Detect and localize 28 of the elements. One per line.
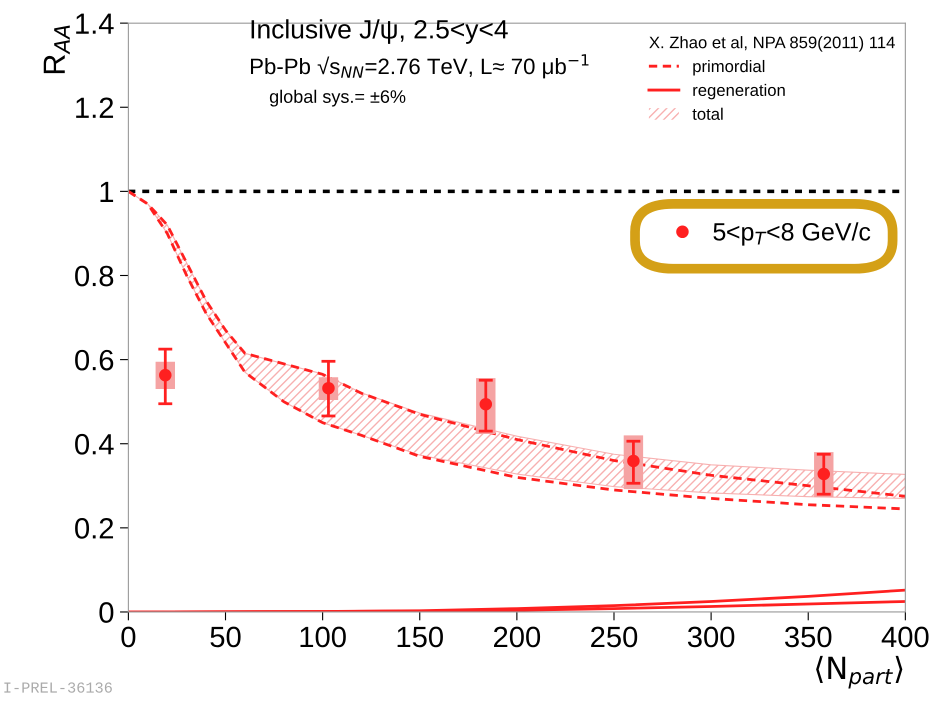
y-tick-label: 0.4 [75, 434, 114, 455]
legend-title: X. Zhao et al, NPA 859(2011) 114 [649, 36, 895, 52]
x-tick-label: 400 [882, 626, 929, 648]
y-tick-label: 0 [99, 602, 114, 623]
y-tick-label: 0.2 [75, 518, 114, 539]
y-tick-label: 0.8 [75, 266, 114, 286]
x-tick-label: 300 [688, 626, 734, 648]
x-tick-label: 0 [121, 626, 136, 648]
x-tick-label: 150 [398, 626, 443, 648]
y-tick-label: 1 [100, 182, 114, 202]
x-tick-label: 200 [494, 626, 540, 648]
annotation: Inclusive J/ψ, 2.5<y<4 [252, 19, 508, 44]
legend-label: primordial [693, 60, 764, 76]
legend-label: total [692, 108, 723, 120]
y-axis-title: R$_{AA}$ [44, 26, 70, 74]
legend-label: 5<p$_{T}$<8 GeV/c [713, 222, 870, 246]
x-tick-label: 100 [300, 626, 346, 648]
x-tick-label: 350 [785, 626, 832, 648]
y-tick-label: 1.4 [76, 14, 114, 34]
annotation: global sys.= ±6% [270, 90, 406, 107]
x-tick-label: 250 [591, 626, 638, 648]
x-tick-label: 50 [210, 626, 241, 648]
y-tick-label: 1.2 [76, 97, 114, 118]
text: I-PREL-36136 [4, 682, 112, 693]
legend-label: regeneration [693, 84, 785, 100]
annotation: Pb-Pb √s$_{NN}$=2.76 TeV, L≈ 70 μb$^{−1}$ [250, 54, 588, 78]
y-tick-label: 0.6 [75, 350, 114, 370]
x-axis-title: ⟨N$_{part}$⟩ [816, 656, 902, 688]
